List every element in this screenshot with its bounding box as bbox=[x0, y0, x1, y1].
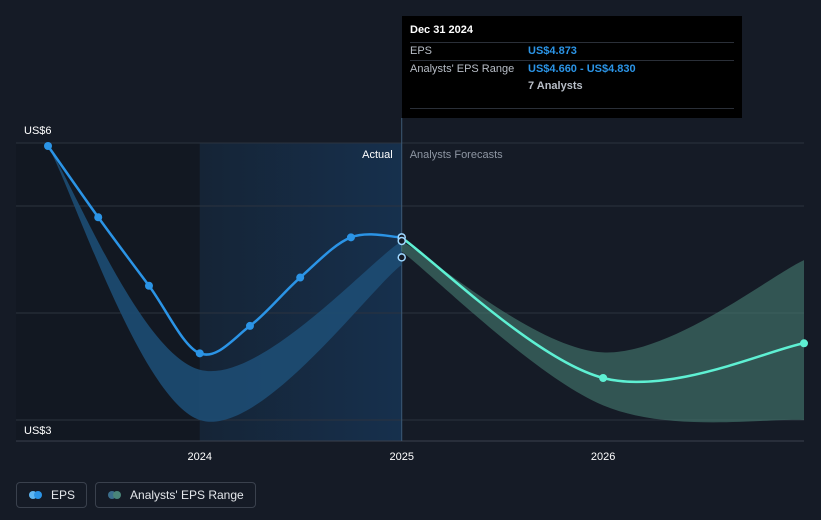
eps-swatch-icon bbox=[29, 491, 43, 499]
eps-point bbox=[94, 213, 103, 222]
tooltip-label: EPS bbox=[410, 45, 433, 57]
analyst-eps-range-band bbox=[401, 240, 804, 423]
x-tick-label: 2025 bbox=[389, 451, 413, 463]
tooltip-divider bbox=[410, 108, 734, 109]
legend-item-eps[interactable]: EPS bbox=[16, 482, 88, 508]
tooltip: Dec 31 2024 EPS US$4.873 Analysts' EPS R… bbox=[402, 16, 742, 118]
eps-point bbox=[296, 273, 305, 282]
legend-label: EPS bbox=[51, 488, 76, 502]
tooltip-value: US$4.660 - US$4.830 bbox=[528, 63, 636, 75]
tooltip-row-eps: EPS US$4.873 bbox=[410, 42, 734, 60]
tooltip-row-range: Analysts' EPS Range US$4.660 - US$4.830 bbox=[410, 60, 734, 78]
actual-label: Actual bbox=[362, 149, 393, 161]
x-tick-label: 2024 bbox=[188, 451, 212, 463]
eps-history-range-band bbox=[48, 146, 402, 422]
y-bottom-label: US$3 bbox=[24, 425, 52, 437]
divider-marker bbox=[397, 253, 406, 262]
tooltip-row-analysts: 7 Analysts bbox=[410, 78, 734, 95]
eps-point bbox=[144, 281, 153, 290]
forecast-label: Analysts Forecasts bbox=[410, 149, 503, 161]
forecast-eps-point bbox=[800, 339, 808, 348]
y-top-label: US$6 bbox=[24, 125, 52, 137]
range-swatch-icon bbox=[108, 491, 122, 499]
eps-point bbox=[245, 321, 254, 330]
divider-marker bbox=[397, 236, 406, 246]
x-tick-label: 2026 bbox=[591, 451, 615, 463]
eps-point bbox=[346, 233, 355, 242]
legend-item-eps-range[interactable]: Analysts' EPS Range bbox=[95, 482, 256, 508]
legend-label: Analysts' EPS Range bbox=[130, 488, 244, 502]
legend: EPS Analysts' EPS Range bbox=[16, 482, 256, 508]
tooltip-value: 7 Analysts bbox=[528, 80, 583, 92]
eps-point bbox=[44, 142, 52, 150]
tooltip-label bbox=[410, 80, 528, 93]
tooltip-date: Dec 31 2024 bbox=[410, 24, 473, 36]
tooltip-label: Analysts' EPS Range bbox=[410, 63, 515, 75]
eps-point bbox=[195, 349, 204, 358]
tooltip-value: US$4.873 bbox=[528, 45, 577, 57]
forecast-eps-point bbox=[599, 373, 608, 382]
